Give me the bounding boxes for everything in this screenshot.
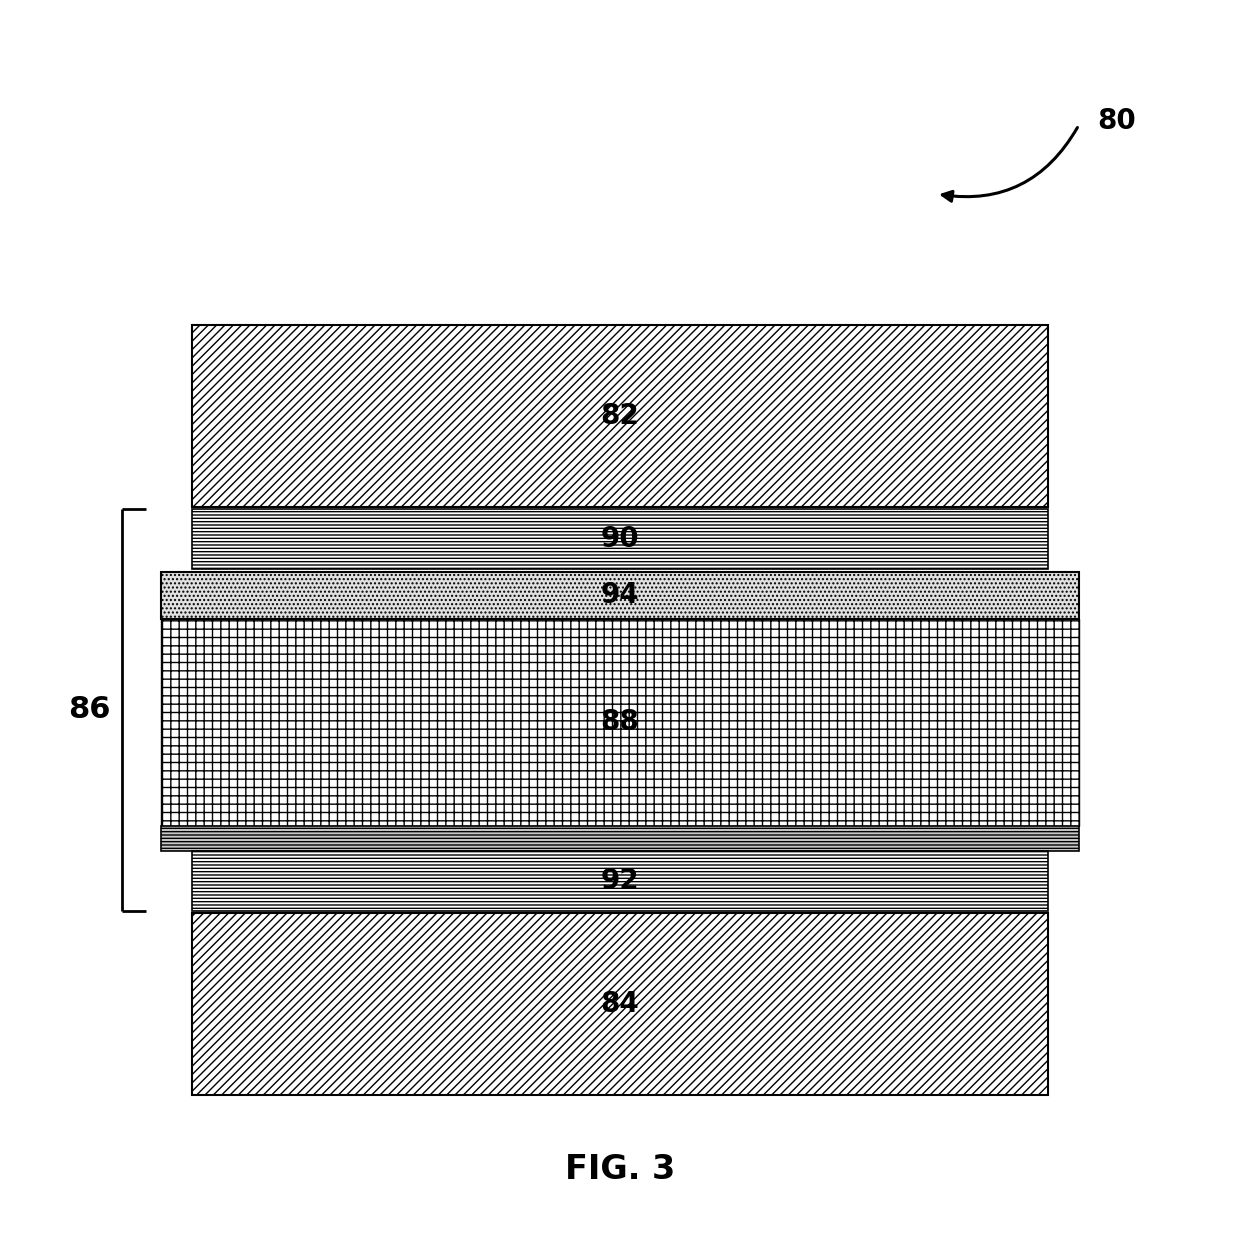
Text: 90: 90 xyxy=(600,525,640,553)
Text: 94: 94 xyxy=(600,582,640,609)
Bar xyxy=(161,572,1079,619)
Text: FIG. 3: FIG. 3 xyxy=(565,1153,675,1186)
Text: 84: 84 xyxy=(600,990,640,1018)
Text: 86: 86 xyxy=(68,694,110,724)
Text: 88: 88 xyxy=(600,708,640,737)
Bar xyxy=(161,619,1079,826)
Bar xyxy=(192,325,1048,507)
Bar xyxy=(161,826,1079,851)
Text: 80: 80 xyxy=(1097,108,1136,135)
Text: 92: 92 xyxy=(600,867,640,894)
Bar xyxy=(192,509,1048,569)
Bar xyxy=(192,851,1048,911)
Bar xyxy=(192,913,1048,1095)
Text: 82: 82 xyxy=(600,402,640,430)
